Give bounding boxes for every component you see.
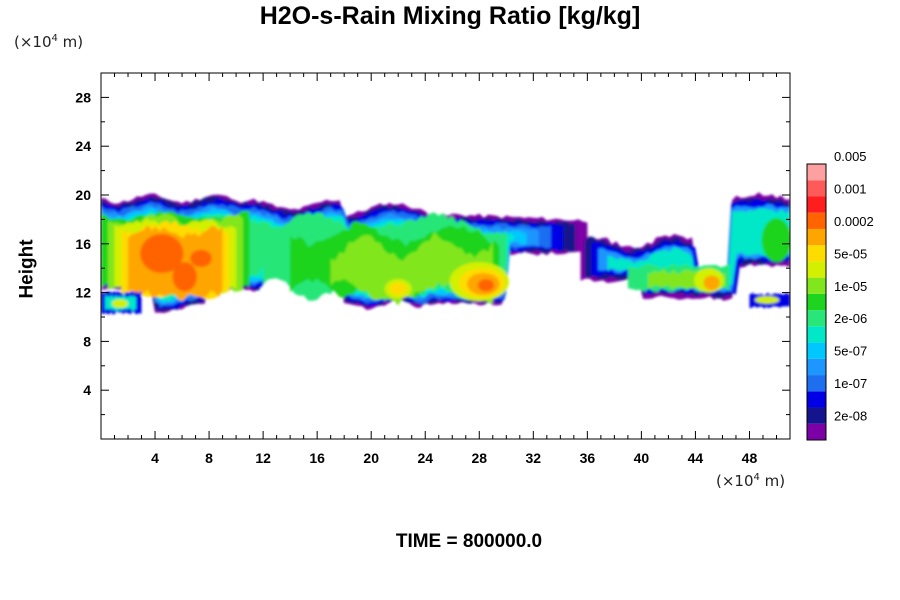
y-tick-label: 8 [83, 333, 91, 349]
x-tick-label: 48 [742, 450, 758, 466]
x-tick-label: 32 [526, 450, 542, 466]
colorbar-swatch [807, 423, 826, 440]
colorbar-label: 1e-07 [834, 376, 867, 391]
y-tick-label: 20 [75, 187, 91, 203]
x-tick-label: 44 [688, 450, 704, 466]
colorbar-swatch [807, 212, 826, 229]
x-tick-label: 20 [363, 450, 379, 466]
colorbar-swatch [807, 277, 826, 294]
field-core [477, 279, 495, 292]
colorbar-label: 2e-06 [834, 311, 867, 326]
x-tick-label: 24 [417, 450, 433, 466]
field-core [761, 218, 790, 263]
time-label: TIME = 800000.0 [395, 531, 543, 552]
colorbar-swatch [807, 358, 826, 376]
field-core [111, 299, 129, 308]
colorbar-label: 5e-07 [834, 344, 867, 359]
field-core [190, 249, 212, 267]
field-core [140, 234, 184, 274]
colorbar-swatch [807, 228, 826, 246]
colorbar-swatch [807, 180, 826, 197]
y-tick-label: 28 [75, 89, 91, 105]
colorbar-swatch [807, 196, 826, 213]
chart-title: H2O-s-Rain Mixing Ratio [kg/kg] [259, 2, 641, 30]
colorbar: 2e-08 1e-07 5e-07 2e-06 1e-05 5e-05 0.0002 0.00… [806, 149, 874, 441]
colorbar-swatch [807, 375, 826, 392]
x-tick-label: 40 [634, 450, 650, 466]
colorbar-swatch [807, 407, 826, 424]
colorbar-frame [806, 163, 827, 441]
field-core [415, 251, 449, 274]
colorbar-swatch [807, 245, 826, 262]
colorbar-label: 5e-05 [834, 246, 867, 261]
colorbar-swatch [807, 391, 826, 408]
colorbar-swatch [807, 293, 826, 311]
mixing-ratio-field [101, 192, 790, 315]
x-tick-label: 16 [309, 450, 325, 466]
field-core [172, 262, 197, 292]
y-tick-label: 16 [75, 236, 91, 252]
x-tick-label: 4 [151, 450, 159, 466]
colorbar-swatch [807, 310, 826, 327]
colorbar-swatch [807, 342, 826, 359]
plot-frame [100, 72, 791, 440]
x-tick-label: 12 [255, 450, 271, 466]
colorbar-label: 2e-08 [834, 409, 867, 424]
y-axis-unit-label: (×104 m) [14, 33, 84, 51]
y-tick-label: 24 [75, 138, 91, 154]
field-layer [330, 231, 493, 306]
x-tick-label: 8 [205, 450, 213, 466]
y-tick-label: 4 [83, 382, 91, 398]
x-tick-label: 28 [471, 450, 487, 466]
colorbar-label: 0.005 [834, 149, 867, 164]
colorbar-swatch [807, 261, 826, 278]
x-axis-unit-label: (×104 m) [716, 472, 786, 490]
x-tick-label: 36 [580, 450, 596, 466]
field-core [703, 275, 720, 291]
colorbar-label: 0.001 [834, 181, 867, 196]
y-tick-label: 12 [75, 285, 91, 301]
colorbar-swatch [807, 326, 826, 343]
colorbar-label: 0.0002 [834, 214, 874, 229]
colorbar-label: 1e-05 [834, 279, 867, 294]
field-core [390, 282, 407, 296]
x-axis: 4 8 12 16 20 24 28 32 36 40 44 48 [114, 73, 777, 466]
colorbar-swatch [807, 164, 826, 181]
field-core [754, 296, 780, 304]
y-axis: 4 8 12 16 20 24 28 [75, 89, 790, 416]
